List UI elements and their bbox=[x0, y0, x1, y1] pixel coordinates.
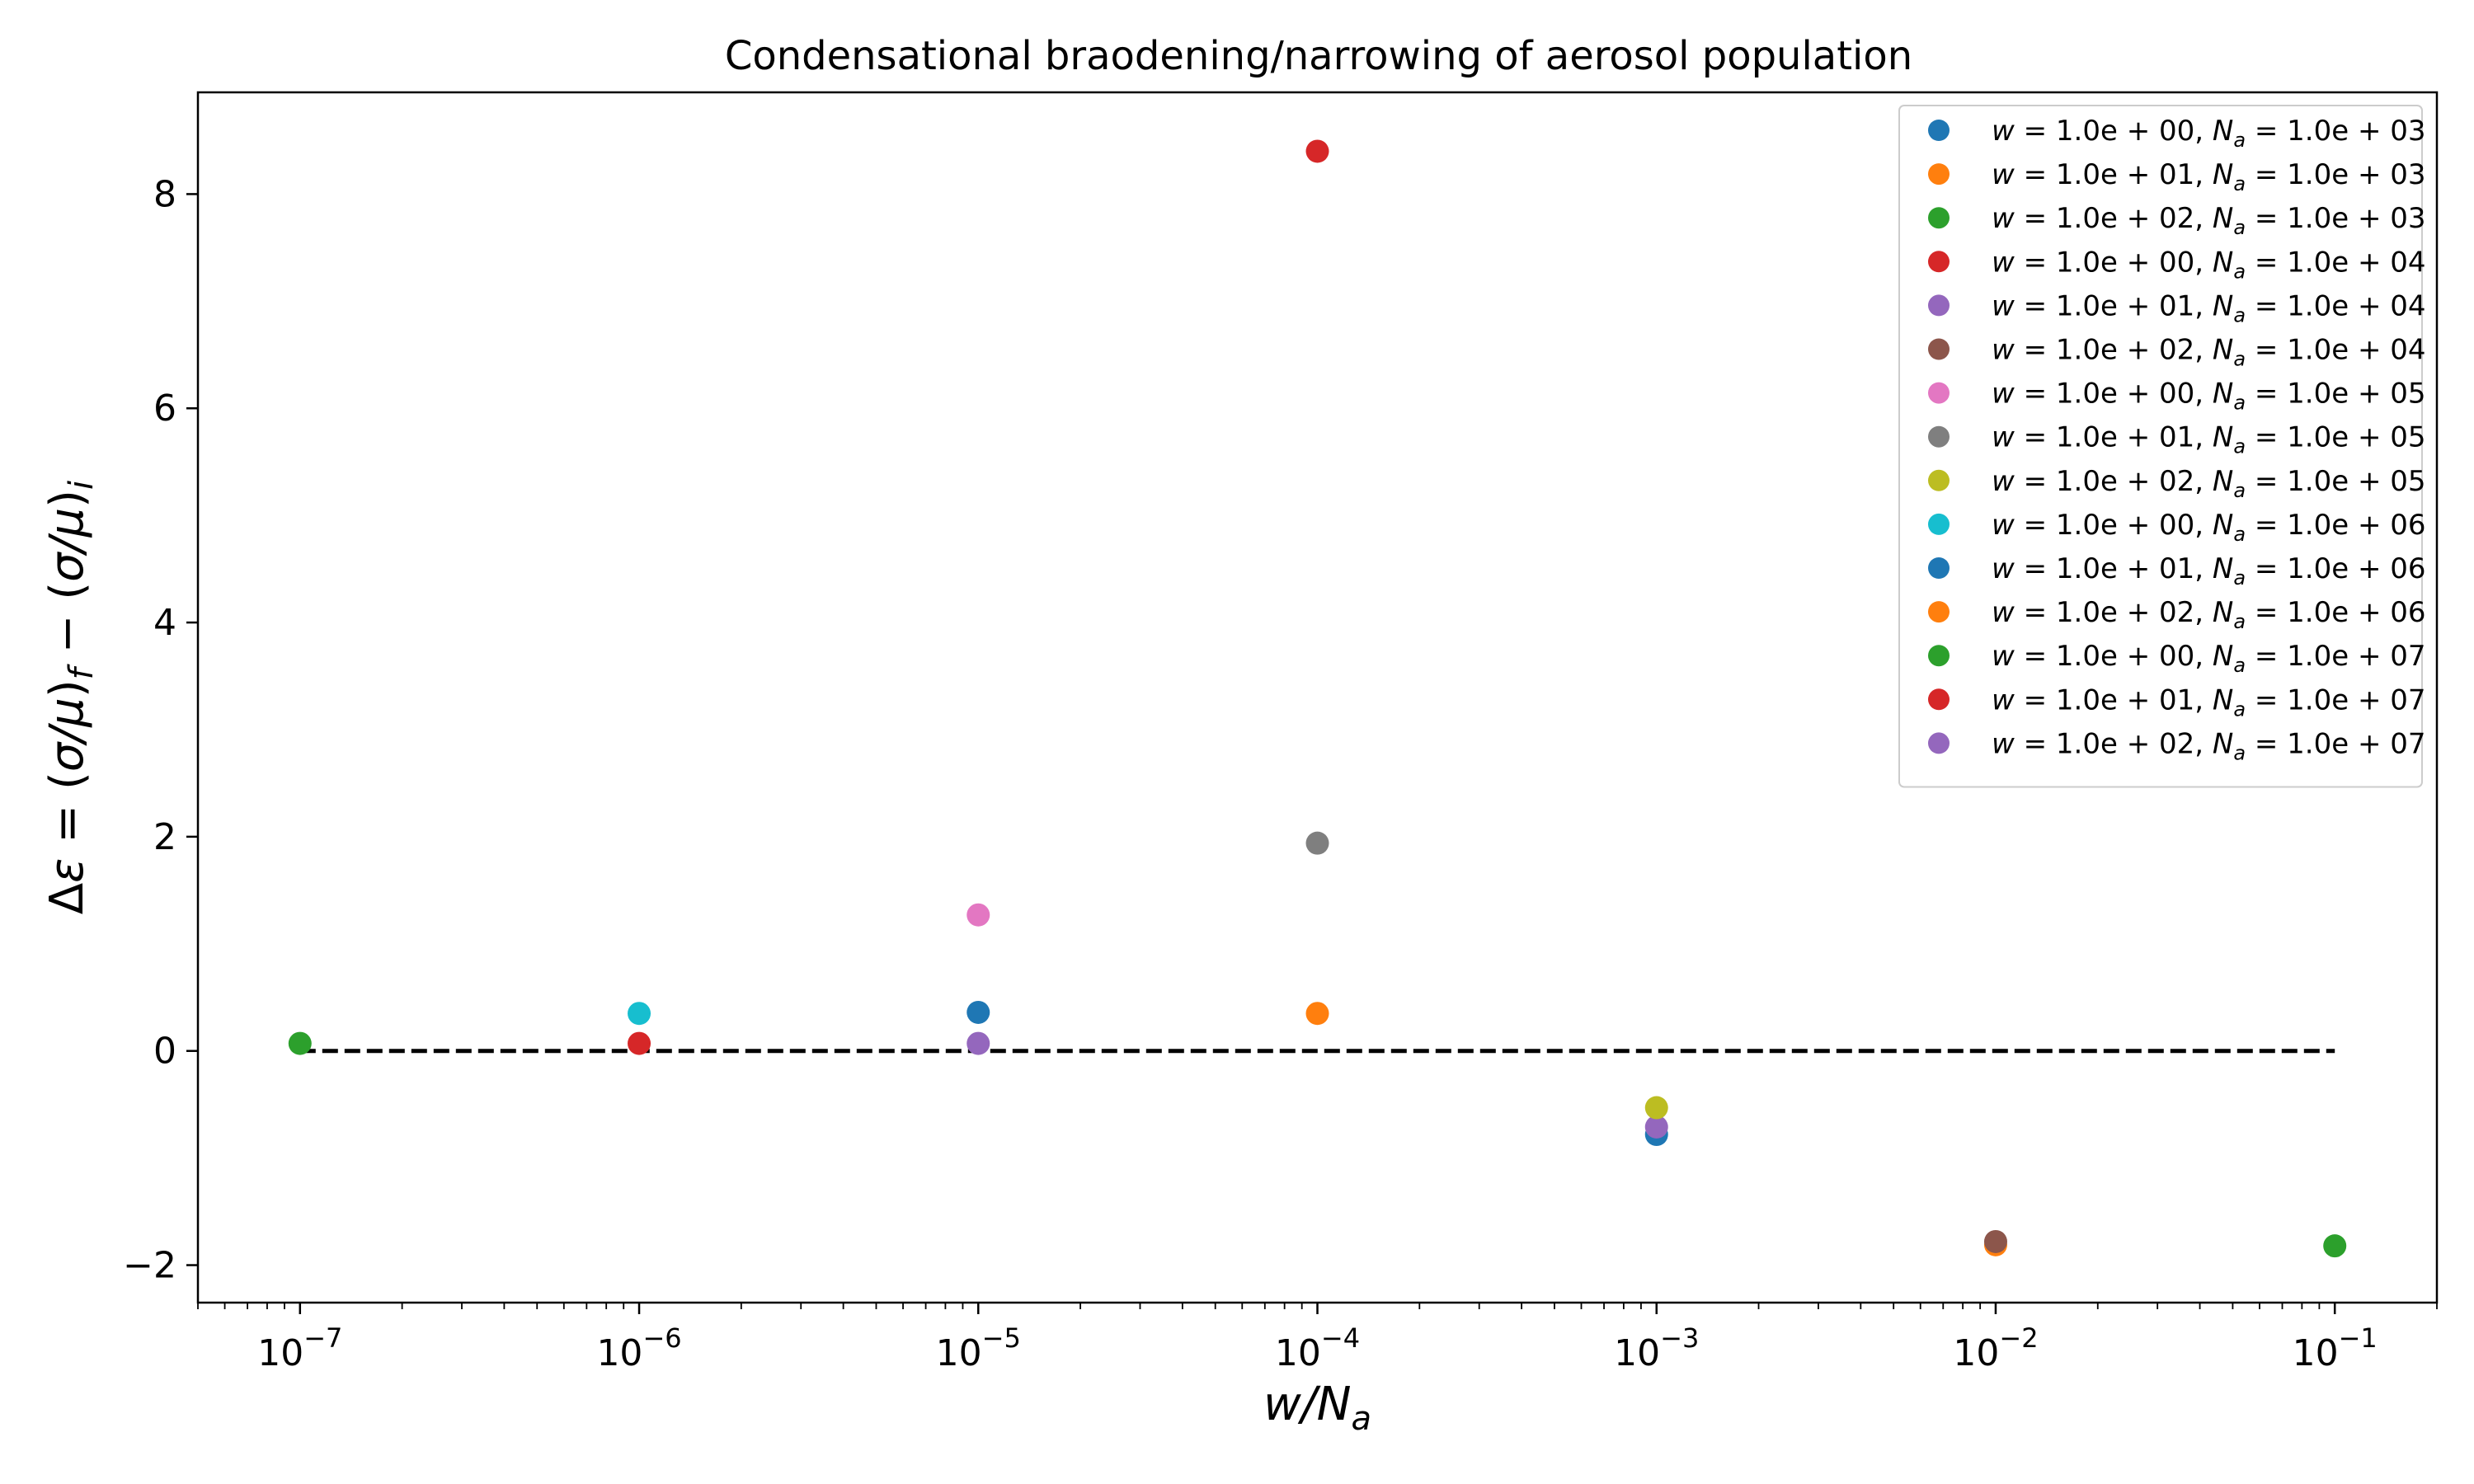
chart-title: Condensational braodening/narrowing of a… bbox=[725, 33, 1912, 79]
legend-marker-7 bbox=[1928, 382, 1950, 404]
x-tick-label: 10−7 bbox=[257, 1322, 342, 1374]
legend-marker-4 bbox=[1928, 251, 1950, 273]
x-axis: 10−7 10−6 10−5 10−4 10−3 10−2 10−1 bbox=[197, 1303, 2438, 1374]
legend-marker-9 bbox=[1928, 469, 1950, 491]
legend-marker-3 bbox=[1928, 207, 1950, 229]
legend-marker-10 bbox=[1928, 513, 1950, 535]
data-point-14 bbox=[628, 1031, 651, 1055]
legend-marker-14 bbox=[1928, 688, 1950, 711]
data-point-9 bbox=[1644, 1096, 1668, 1120]
legend-marker-1 bbox=[1928, 120, 1950, 141]
legend-label-13: w = 1.0e + 00, Na = 1.0e + 07 bbox=[1992, 640, 2426, 677]
y-axis-label: Δε = (σ/μ)f − (σ/μ)i bbox=[40, 481, 101, 914]
data-point-11 bbox=[967, 1000, 990, 1024]
legend-marker-15 bbox=[1928, 732, 1950, 754]
legend-label-6: w = 1.0e + 02, Na = 1.0e + 04 bbox=[1992, 334, 2426, 371]
legend-label-4: w = 1.0e + 00, Na = 1.0e + 04 bbox=[1992, 246, 2426, 283]
data-point-7 bbox=[967, 903, 990, 927]
legend-box bbox=[1898, 105, 2423, 788]
y-tick-label: −2 bbox=[123, 1245, 176, 1287]
legend-label-11: w = 1.0e + 01, Na = 1.0e + 06 bbox=[1992, 552, 2426, 589]
legend-marker-5 bbox=[1928, 294, 1950, 317]
x-tick-label: 10−4 bbox=[1275, 1322, 1360, 1374]
legend-label-2: w = 1.0e + 01, Na = 1.0e + 03 bbox=[1992, 158, 2426, 195]
legend-label-7: w = 1.0e + 00, Na = 1.0e + 05 bbox=[1992, 378, 2426, 415]
data-point-15 bbox=[967, 1031, 990, 1055]
x-axis-label-text: w/Na bbox=[1263, 1378, 1371, 1438]
legend-label-10: w = 1.0e + 00, Na = 1.0e + 06 bbox=[1992, 509, 2426, 546]
legend-label-5: w = 1.0e + 01, Na = 1.0e + 04 bbox=[1992, 289, 2426, 326]
y-axis-label-text: Δε = (σ/μ)f − (σ/μ)i bbox=[40, 481, 101, 914]
legend-marker-8 bbox=[1928, 425, 1950, 448]
data-point-3 bbox=[2323, 1234, 2347, 1258]
data-point-10 bbox=[628, 1002, 651, 1026]
y-tick-label: 2 bbox=[153, 816, 176, 858]
x-tick-label: 10−5 bbox=[936, 1322, 1021, 1374]
x-tick-label: 10−6 bbox=[596, 1322, 681, 1374]
y-tick-label: 4 bbox=[153, 602, 176, 644]
legend-label-8: w = 1.0e + 01, Na = 1.0e + 05 bbox=[1992, 421, 2426, 458]
data-point-13 bbox=[288, 1031, 312, 1055]
legend-marker-12 bbox=[1928, 601, 1950, 623]
legend-marker-13 bbox=[1928, 645, 1950, 667]
x-tick-label: 10−2 bbox=[1953, 1322, 2038, 1374]
data-point-8 bbox=[1305, 831, 1329, 855]
data-point-6 bbox=[1983, 1229, 2007, 1253]
legend-label-15: w = 1.0e + 02, Na = 1.0e + 07 bbox=[1992, 727, 2426, 764]
legend-marker-2 bbox=[1928, 163, 1950, 186]
legend-marker-11 bbox=[1928, 557, 1950, 579]
legend-label-12: w = 1.0e + 02, Na = 1.0e + 06 bbox=[1992, 596, 2426, 633]
data-point-12 bbox=[1305, 1002, 1329, 1026]
legend-label-1: w = 1.0e + 00, Na = 1.0e + 03 bbox=[1992, 115, 2426, 152]
x-axis-label: w/Na bbox=[1263, 1378, 1371, 1438]
y-axis: −2 0 2 4 6 8 bbox=[123, 173, 198, 1287]
legend-label-9: w = 1.0e + 02, Na = 1.0e + 05 bbox=[1992, 465, 2426, 502]
legend-label-3: w = 1.0e + 02, Na = 1.0e + 03 bbox=[1992, 202, 2426, 239]
x-tick-label: 10−1 bbox=[2293, 1322, 2378, 1374]
x-tick-label: 10−3 bbox=[1614, 1322, 1699, 1374]
data-point-5 bbox=[1644, 1115, 1668, 1139]
y-tick-label: 8 bbox=[153, 173, 176, 215]
legend-label-14: w = 1.0e + 01, Na = 1.0e + 07 bbox=[1992, 683, 2426, 721]
y-tick-label: 0 bbox=[153, 1031, 176, 1073]
data-point-4 bbox=[1305, 139, 1329, 163]
y-tick-label: 6 bbox=[153, 387, 176, 430]
legend-marker-6 bbox=[1928, 338, 1950, 360]
legend: w = 1.0e + 00, Na = 1.0e + 03 w = 1.0e + … bbox=[1898, 105, 2426, 788]
